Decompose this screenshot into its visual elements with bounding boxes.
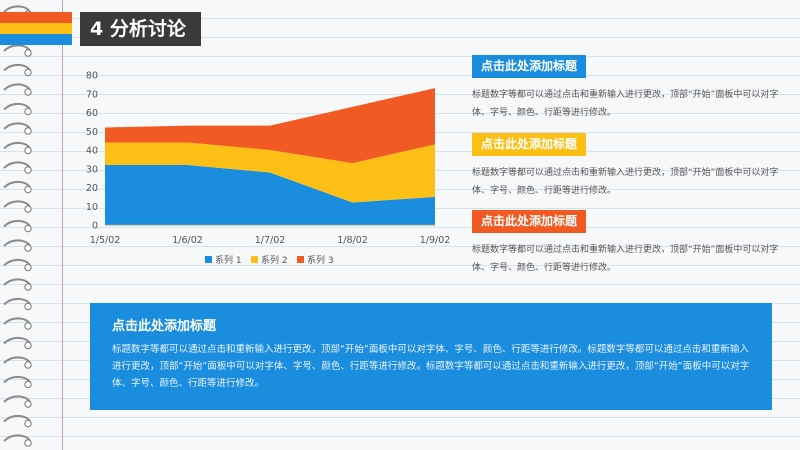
side-item-text: 标题数字等都可以通过点击和重新输入进行更改，顶部“开始”面板中可以对字体、字号、… [472,90,779,118]
x-tick-label: 1/8/02 [337,235,368,246]
stripe-orange [0,12,72,23]
chart-legend: 系列 1 系列 2 系列 3 [205,254,334,266]
spiral-ring [3,180,32,194]
side-item-title[interactable]: 点击此处添加标题 [472,133,587,156]
side-item-1: 点击此处添加标题 标题数字等都可以通过点击和重新输入进行更改，顶部“开始”面板中… [472,55,792,122]
y-tick-label: 60 [86,108,98,119]
x-tick-label: 1/7/02 [255,235,286,246]
spiral-ring [3,102,32,116]
area-series-2 [105,142,435,203]
y-tick-label: 20 [86,183,98,194]
spiral-ring [3,297,32,311]
x-tick-label: 1/5/02 [90,235,121,246]
spiral-ring [3,336,32,350]
spiral-ring [3,141,32,155]
side-item-title[interactable]: 点击此处添加标题 [472,210,587,233]
legend-label: 系列 3 [307,254,334,266]
spiral-ring [3,356,32,369]
y-tick-label: 30 [86,164,98,175]
spiral-ring [3,122,32,135]
spiral-ring [3,83,32,96]
stripe-blue [0,34,72,45]
spiral-ring [3,219,32,233]
spiral-ring [3,258,32,272]
y-tick-label: 40 [86,146,98,157]
spiral-binding [3,5,32,447]
panel-title[interactable]: 点击此处添加标题 [112,319,217,334]
page-title: 4 分析讨论 [80,12,201,46]
legend-swatch [205,256,212,263]
legend-label: 系列 2 [261,254,288,266]
spiral-ring [3,63,32,77]
summary-panel: 点击此处添加标题 标题数字等都可以通过点击和重新输入进行更改，顶部“开始”面板中… [90,303,772,410]
spiral-ring [3,375,32,389]
y-tick-label: 80 [86,71,98,82]
spiral-ring [3,239,32,252]
spiral-ring [3,278,32,291]
spiral-ring [3,434,32,447]
side-item-text: 标题数字等都可以通过点击和重新输入进行更改，顶部“开始”面板中可以对字体、字号、… [472,245,779,273]
stacked-area-chart: 0 10 20 30 40 50 60 70 80 1/5/02 1/6/02 1/7/02 1/8/0… [86,71,450,267]
side-item-3: 点击此处添加标题 标题数字等都可以通过点击和重新输入进行更改，顶部“开始”面板中… [472,210,792,277]
panel-text: 标题数字等都可以通过点击和重新输入进行更改，顶部“开始”面板中可以对字体、字号、… [112,344,750,389]
spiral-ring [3,317,32,330]
y-tick-label: 50 [86,127,98,138]
y-tick-label: 70 [86,89,98,100]
color-stripes [0,12,72,46]
spiral-ring [3,44,32,57]
spiral-ring [3,161,32,174]
side-item-text: 标题数字等都可以通过点击和重新输入进行更改，顶部“开始”面板中可以对字体、字号、… [472,168,779,196]
legend-swatch [251,256,258,263]
spiral-ring [3,414,32,428]
spiral-ring [3,200,32,213]
side-item-2: 点击此处添加标题 标题数字等都可以通过点击和重新输入进行更改，顶部“开始”面板中… [472,133,792,200]
legend-label: 系列 1 [215,254,242,266]
side-item-title[interactable]: 点击此处添加标题 [472,55,587,78]
margin-line [62,0,63,450]
y-tick-label: 10 [86,202,98,213]
stripe-yellow [0,23,72,34]
spiral-ring [3,395,32,408]
area-series-3 [105,88,435,164]
y-tick-label: 0 [92,221,98,232]
x-tick-label: 1/6/02 [172,235,203,246]
legend-swatch [297,256,304,263]
area-series-1 [105,165,435,225]
x-tick-label: 1/9/02 [420,235,450,246]
